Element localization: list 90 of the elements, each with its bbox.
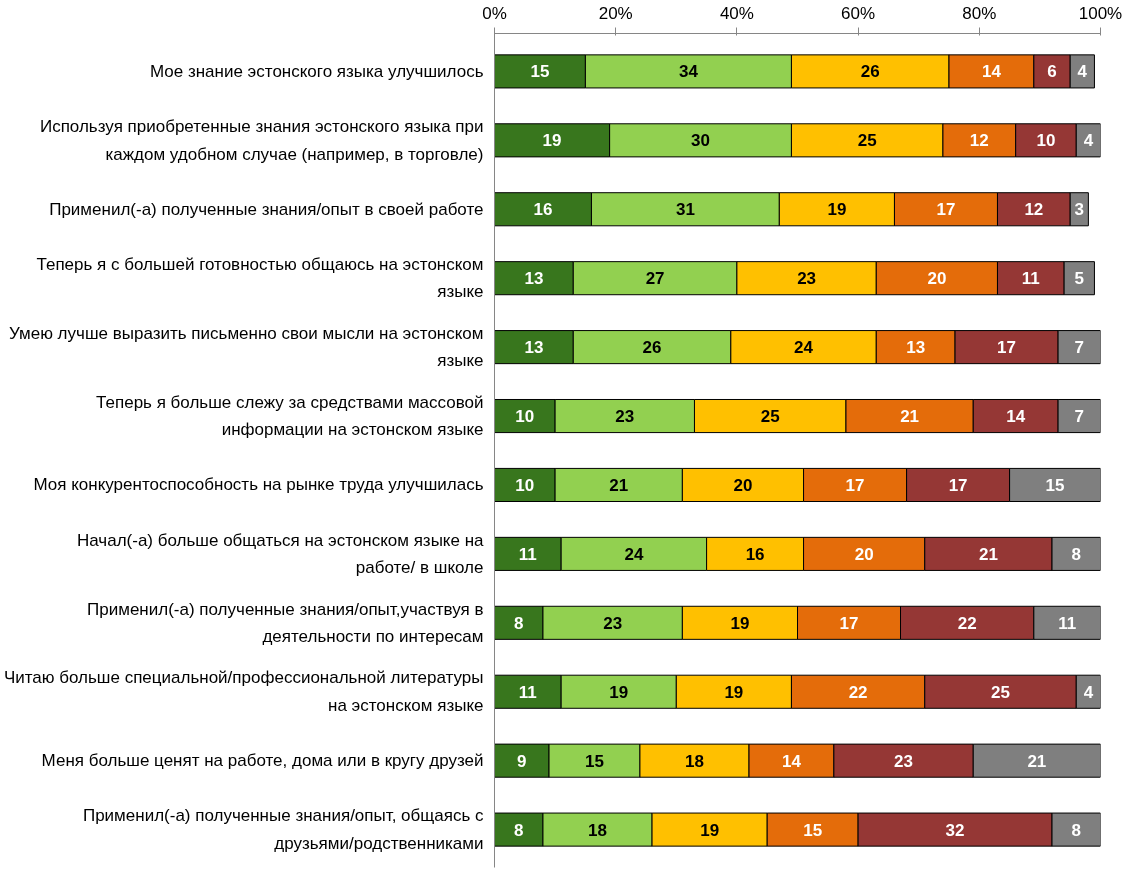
- data-label: 9: [517, 751, 527, 771]
- data-label: 23: [603, 613, 623, 633]
- data-label: 19: [542, 131, 562, 151]
- data-label: 7: [1074, 407, 1085, 427]
- data-label: 13: [906, 338, 926, 358]
- data-label: 18: [588, 820, 607, 840]
- data-label: 10: [515, 475, 535, 495]
- data-label: 15: [530, 62, 550, 82]
- data-label: 24: [624, 544, 644, 564]
- data-label: 22: [848, 682, 868, 702]
- y-tick-label: Умею лучше выразить письменно свои мысли на эстонском языке: [8, 323, 484, 371]
- data-label: 10: [515, 407, 535, 427]
- data-label: 24: [794, 338, 814, 358]
- data-label: 30: [691, 131, 711, 151]
- data-label: 8: [514, 820, 524, 840]
- data-label: 11: [1058, 613, 1077, 633]
- y-tick-label: Мое знание эстонского языка улучшилось: [149, 61, 484, 81]
- data-label: 17: [948, 475, 968, 495]
- data-label: 19: [700, 820, 720, 840]
- data-label: 8: [514, 613, 524, 633]
- data-label: 14: [981, 62, 1002, 82]
- data-label: 34: [678, 62, 699, 82]
- data-label: 19: [730, 613, 750, 633]
- data-label: 12: [969, 131, 989, 151]
- data-label: 15: [1045, 475, 1065, 495]
- data-label: 13: [524, 338, 544, 358]
- data-label: 13: [524, 269, 544, 289]
- data-label: 11: [518, 682, 537, 702]
- data-label: 17: [839, 613, 859, 633]
- data-label: 31: [675, 200, 695, 220]
- y-tick-label: Начал(-а) больше общаться на эстонском языке на работе/ в школе: [76, 530, 485, 578]
- data-label: 23: [797, 269, 817, 289]
- data-label: 21: [900, 407, 920, 427]
- data-label: 8: [1071, 820, 1081, 840]
- data-label: 32: [945, 820, 965, 840]
- x-tick-label: 60%: [841, 3, 876, 23]
- data-label: 12: [1024, 200, 1044, 220]
- y-tick-label: Применил(-а) полученные знания/опыт в своей работе: [49, 199, 484, 219]
- data-label: 20: [733, 475, 753, 495]
- data-label: 4: [1083, 682, 1094, 702]
- data-label: 27: [645, 269, 665, 289]
- y-tick-label: Теперь я с большей готовностью общаюсь на эстонском языке: [36, 254, 484, 302]
- data-label: 11: [1021, 269, 1040, 289]
- data-label: 23: [894, 751, 914, 771]
- data-label: 25: [991, 682, 1010, 702]
- y-tick-label: Теперь я больше слежу за средствами массовой информации на эстонском языке: [96, 392, 484, 440]
- data-label: 10: [1036, 131, 1056, 151]
- data-label: 21: [609, 475, 629, 495]
- y-tick-label: Применил(-а) полученные знания/опыт,участвуя в деятельности по интересам: [87, 599, 484, 647]
- data-label: 17: [845, 475, 865, 495]
- data-label: 4: [1083, 131, 1094, 151]
- y-tick-label: Используя приобретенные знания эстонского языка при каждом удобном случае (например, в торговле): [39, 117, 484, 164]
- y-tick-label: Меня больше ценят на работе, дома или в кругу друзей: [41, 751, 484, 771]
- x-tick-label: 100%: [1078, 3, 1123, 23]
- x-tick-label: 40%: [719, 3, 754, 23]
- data-label: 5: [1074, 269, 1085, 289]
- data-label: 17: [936, 200, 956, 220]
- x-tick-label: 0%: [482, 3, 507, 23]
- data-label: 21: [1027, 751, 1047, 771]
- data-label: 16: [745, 544, 765, 564]
- data-label: 14: [1006, 407, 1026, 427]
- data-label: 26: [860, 62, 880, 82]
- data-label: 26: [642, 338, 662, 358]
- data-label: 22: [957, 613, 977, 633]
- data-label: 14: [781, 751, 802, 771]
- data-label: 11: [518, 544, 537, 564]
- data-label: 3: [1074, 200, 1085, 220]
- y-tick-label: Читаю больше специальной/профессиональной литературы на эстонском языке: [3, 668, 484, 716]
- data-label: 19: [609, 682, 629, 702]
- data-label: 19: [827, 200, 847, 220]
- data-label: 15: [803, 820, 823, 840]
- data-label: 15: [585, 751, 604, 771]
- data-label: 25: [857, 131, 877, 151]
- x-tick-label: 20%: [598, 3, 633, 23]
- data-label: 7: [1074, 338, 1085, 358]
- x-tick-label: 80%: [962, 3, 997, 23]
- data-label: 6: [1047, 62, 1057, 82]
- y-tick-label: Моя конкурентоспособность на рынке труда улучшилась: [33, 475, 484, 495]
- data-label: 16: [533, 200, 553, 220]
- data-label: 20: [927, 269, 947, 289]
- data-label: 20: [854, 544, 874, 564]
- data-label: 18: [685, 751, 704, 771]
- data-label: 23: [615, 407, 635, 427]
- data-label: 21: [978, 544, 998, 564]
- data-label: 17: [997, 338, 1017, 358]
- data-label: 8: [1071, 544, 1081, 564]
- data-label: 4: [1077, 62, 1088, 82]
- data-label: 25: [760, 407, 780, 427]
- y-tick-label: Применил(-а) полученные знания/опыт, общаясь с друзьями/родственниками: [82, 806, 484, 853]
- data-label: 19: [724, 682, 744, 702]
